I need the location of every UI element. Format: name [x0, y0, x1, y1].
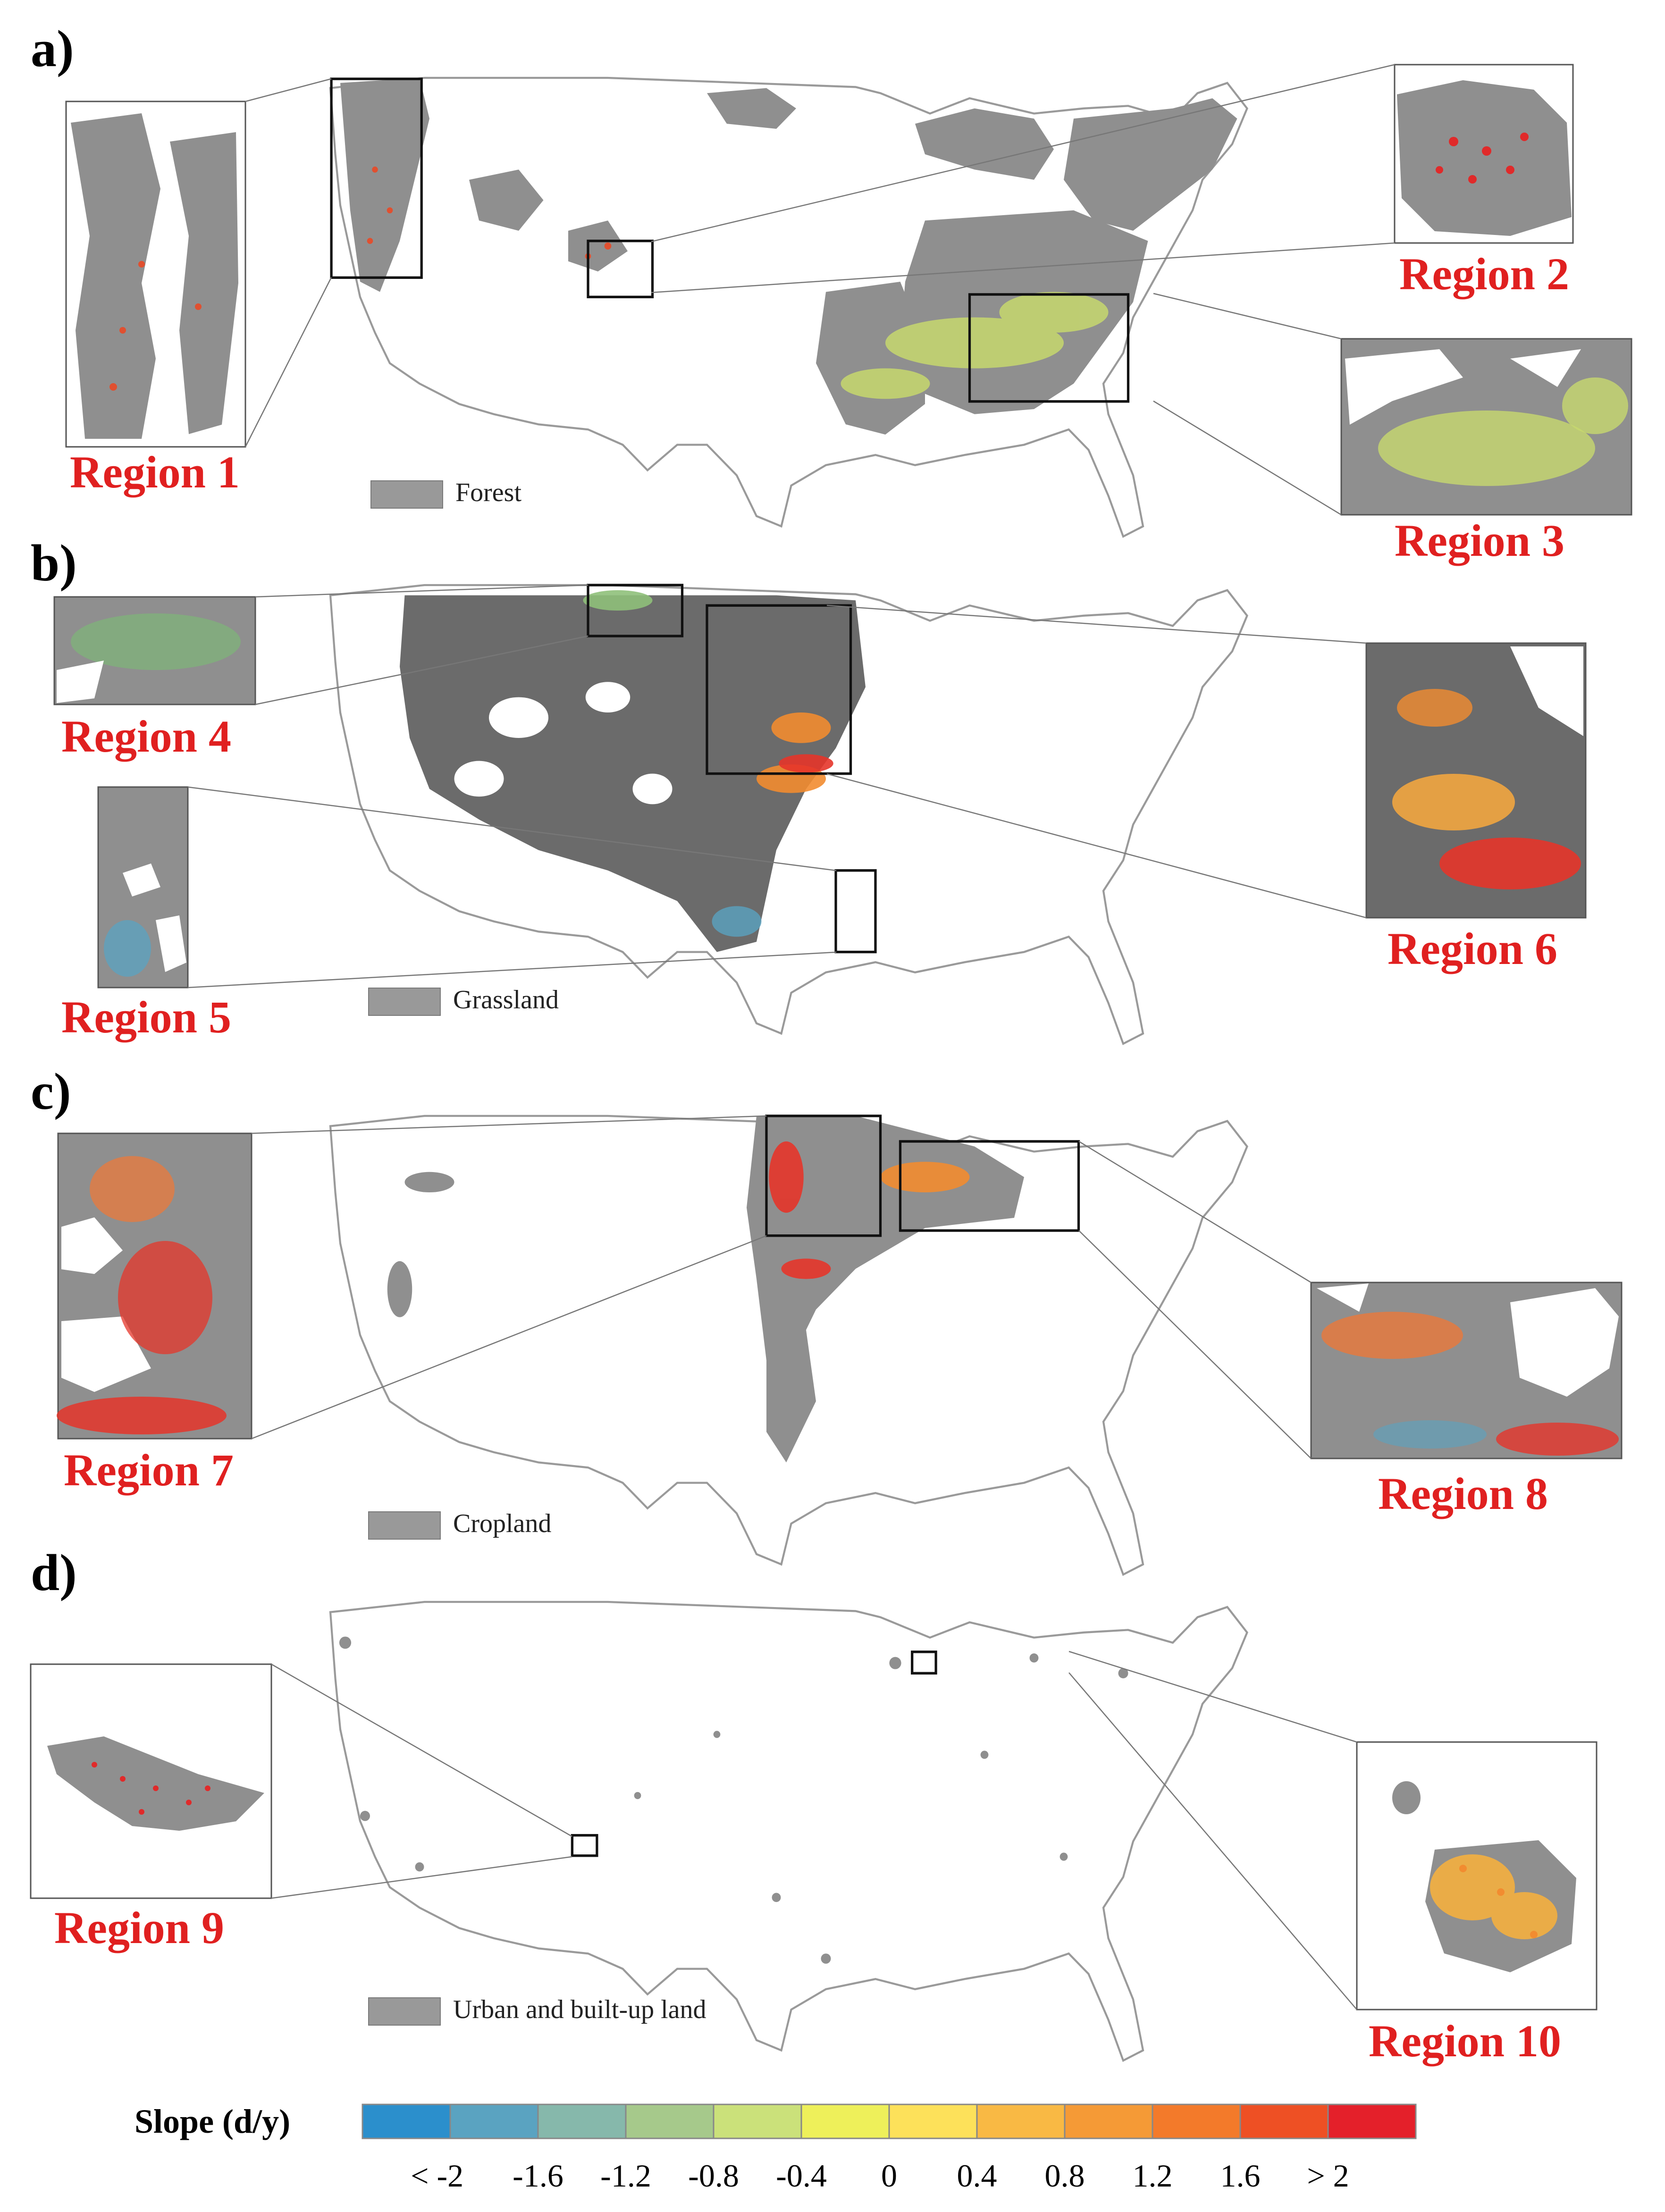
legend-swatch-grassland [368, 988, 441, 1016]
connector-lines-c [251, 1115, 1312, 1459]
colorbar-cell-2 [537, 2103, 627, 2139]
region-label-1: Region 1 [70, 447, 240, 497]
colorbar-tick-label: 0 [881, 2158, 897, 2194]
inset-region-6 [1365, 642, 1587, 919]
legend-label-urban: Urban and built-up land [453, 1995, 706, 2024]
legend-label-forest: Forest [455, 478, 521, 507]
connector-lines-a [244, 64, 1395, 516]
inset-region-3 [1340, 338, 1632, 516]
inset-region-2 [1394, 64, 1574, 244]
colorbar-cell-4 [713, 2103, 802, 2139]
colorbar-tick-label: -0.8 [688, 2158, 739, 2194]
colorbar-tick-label: < -2 [411, 2158, 464, 2194]
map-cropland [330, 1114, 1247, 1575]
legend-label-cropland: Cropland [453, 1509, 552, 1538]
inset-region-10 [1356, 1741, 1598, 2011]
colorbar-tick-label: -0.4 [776, 2158, 827, 2194]
colorbar-cell-9 [1152, 2103, 1241, 2139]
colorbar-cell-1 [449, 2103, 539, 2139]
panel-letter-d: d) [31, 1544, 77, 1601]
colorbar-cell-7 [976, 2103, 1066, 2139]
inset-region-4 [53, 596, 256, 705]
colorbar-tick-label: > 2 [1307, 2158, 1349, 2194]
region-label-10: Region 10 [1369, 2016, 1561, 2066]
region-label-7: Region 7 [64, 1445, 234, 1495]
region-label-4: Region 4 [61, 711, 231, 762]
colorbar-cell-3 [625, 2103, 715, 2139]
colorbar-cell-6 [888, 2103, 978, 2139]
colorbar-cell-5 [800, 2103, 890, 2139]
inset-region-7 [57, 1132, 252, 1440]
colorbar-cell-10 [1239, 2103, 1329, 2139]
legend-swatch-forest [370, 480, 443, 509]
colorbar-cell-8 [1064, 2103, 1153, 2139]
colorbar-cell-0 [362, 2103, 451, 2139]
colorbar-cell-11 [1327, 2103, 1417, 2139]
region-label-5: Region 5 [61, 992, 231, 1042]
inset-region-9 [30, 1663, 272, 1899]
panel-letter-a: a) [31, 20, 74, 77]
colorbar-tick-label: 0.8 [1044, 2158, 1085, 2194]
map-forest [330, 78, 1247, 536]
legend-label-grassland: Grassland [453, 985, 559, 1014]
panel-letter-c: c) [31, 1063, 71, 1120]
map-grassland [330, 584, 1247, 1044]
colorbar-title: Slope (d/y) [135, 2103, 291, 2140]
region-label-9: Region 9 [54, 1902, 224, 1953]
inset-region-5 [97, 786, 189, 989]
colorbar-tick-label: -1.2 [600, 2158, 651, 2194]
connector-lines-d [271, 1651, 1357, 2010]
region-label-6: Region 6 [1388, 923, 1557, 974]
region-label-8: Region 8 [1378, 1468, 1548, 1519]
legend-swatch-cropland [368, 1511, 441, 1540]
connector-lines-b [187, 584, 1367, 989]
panel-letter-b: b) [31, 534, 77, 592]
colorbar-tick-label: 1.6 [1220, 2158, 1261, 2194]
legend-swatch-urban [368, 1997, 441, 2026]
map-urban [330, 1602, 1247, 2061]
inset-region-1 [65, 101, 246, 448]
region-label-3: Region 3 [1395, 515, 1564, 566]
colorbar [362, 2103, 1417, 2139]
region-label-2: Region 2 [1399, 249, 1569, 299]
colorbar-tick-label: 0.4 [957, 2158, 997, 2194]
inset-region-8 [1310, 1282, 1623, 1459]
colorbar-tick-label: 1.2 [1132, 2158, 1173, 2194]
colorbar-tick-label: -1.6 [513, 2158, 563, 2194]
